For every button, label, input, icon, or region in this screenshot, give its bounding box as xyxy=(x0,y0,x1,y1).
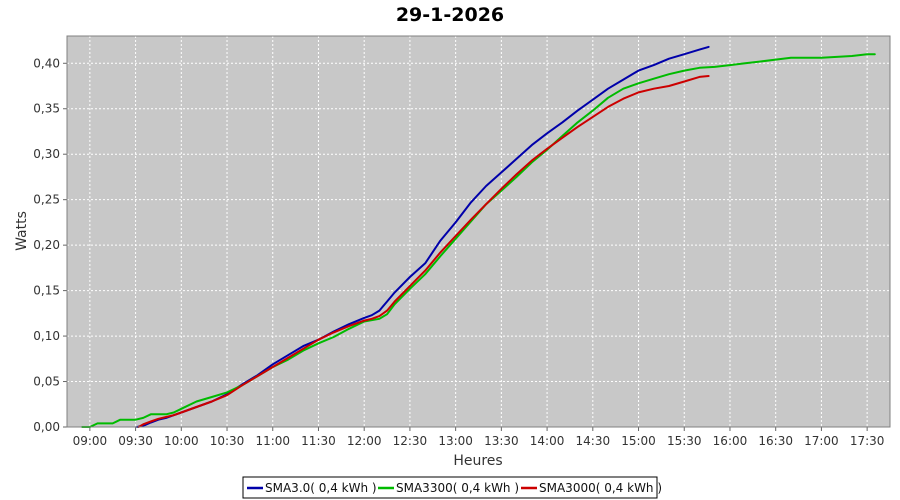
x-tick-label: 12:00 xyxy=(347,434,382,448)
y-tick-label: 0,05 xyxy=(33,375,60,389)
legend: SMA3.0( 0,4 kWh ) SMA3300( 0,4 kWh ) SMA30… xyxy=(242,476,662,499)
y-tick-label: 0,25 xyxy=(33,193,60,207)
y-tick-label: 0,35 xyxy=(33,102,60,116)
x-tick-label: 13:00 xyxy=(438,434,473,448)
x-tick-label: 17:30 xyxy=(850,434,885,448)
y-axis-label: Watts xyxy=(14,211,30,251)
legend-label-1: SMA3300( 0,4 kWh ) xyxy=(396,481,519,495)
x-tick-label: 16:00 xyxy=(713,434,748,448)
x-tick-label: 15:30 xyxy=(667,434,702,448)
legend-box xyxy=(242,476,658,499)
x-tick-label: 16:30 xyxy=(758,434,793,448)
x-tick-label: 14:00 xyxy=(530,434,565,448)
legend-label-2: SMA3000( 0,4 kWh ) xyxy=(539,481,662,495)
x-tick-label: 10:00 xyxy=(164,434,199,448)
x-axis-label: Heures xyxy=(453,453,502,469)
x-tick-label: 15:00 xyxy=(621,434,656,448)
x-tick-label: 11:30 xyxy=(301,434,336,448)
plot-border xyxy=(66,35,891,428)
legend-label-0: SMA3.0( 0,4 kWh ) xyxy=(265,481,377,495)
y-tick-label: 0,00 xyxy=(33,420,60,434)
x-tick-label: 14:30 xyxy=(576,434,611,448)
y-tick-label: 0,30 xyxy=(33,147,60,161)
grid-lines xyxy=(67,36,890,428)
y-tick-label: 0,40 xyxy=(33,56,60,70)
x-tick-label: 09:30 xyxy=(118,434,153,448)
x-tick-label: 11:00 xyxy=(255,434,290,448)
series-line-1 xyxy=(81,53,876,428)
series-line-2 xyxy=(137,75,710,428)
x-tick-label: 10:30 xyxy=(210,434,245,448)
x-axis: 09:00 09:30 10:00 10:30 11:00 11:30 12:00 12:30… xyxy=(73,427,885,448)
plot-area xyxy=(67,36,890,427)
x-tick-label: 12:30 xyxy=(393,434,428,448)
y-tick-label: 0,15 xyxy=(33,284,60,298)
x-tick-label: 09:00 xyxy=(73,434,108,448)
series-lines xyxy=(81,45,876,428)
x-tick-label: 13:30 xyxy=(484,434,519,448)
y-tick-label: 0,20 xyxy=(33,238,60,252)
y-tick-label: 0,10 xyxy=(33,329,60,343)
x-tick-label: 17:00 xyxy=(804,434,839,448)
chart-title: 29-1-2026 xyxy=(396,4,504,26)
y-axis: 0,00 0,05 0,10 0,15 0,20 0,25 0,30 0,35 0,40 xyxy=(33,56,67,434)
